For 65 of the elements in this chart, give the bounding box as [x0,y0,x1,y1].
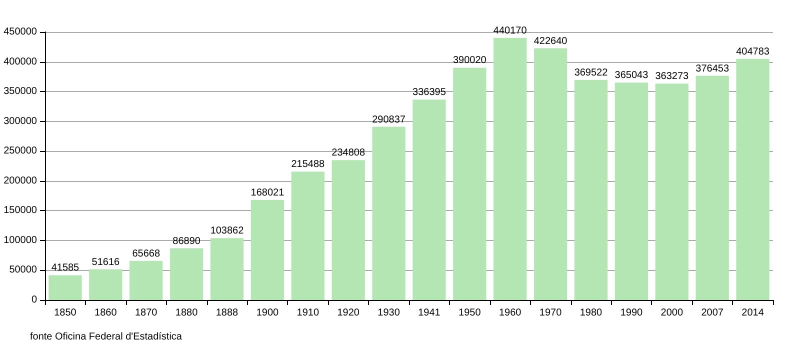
x-tick-label: 2000 [660,308,684,318]
data-label: 376453 [696,63,730,74]
data-label: 86890 [172,236,201,247]
data-label: 65668 [132,248,160,260]
y-tick-label: 350000 [4,86,38,98]
x-tick-label: 1980 [580,308,603,318]
bar [291,172,324,300]
y-tick-label: 300000 [4,116,38,127]
data-label: 365043 [614,70,649,82]
x-tick-label: 1870 [134,308,158,318]
data-label: 336395 [412,87,446,98]
data-label: 41585 [51,262,80,274]
bar [332,160,365,300]
x-tick-label: 1910 [296,308,320,318]
data-label: 215488 [291,159,326,170]
x-tick-label: 1888 [216,308,239,318]
y-tick-label: 250000 [4,146,38,157]
y-tick-label: 400000 [4,56,38,68]
x-tick-label: 1880 [175,308,198,318]
bar [372,126,406,300]
source-note: fonte Oficina Federal d'Estadística [30,332,182,342]
x-tick-label: 1930 [378,308,400,318]
bar [89,269,122,300]
y-tick-label: 450000 [4,26,38,38]
data-label: 168021 [250,187,285,198]
y-tick-label: 100000 [4,234,38,246]
bar [210,238,244,300]
bar [736,58,770,300]
y-tick-label: 200000 [4,175,38,186]
x-tick-label: 1860 [94,308,118,318]
bar [614,82,648,300]
data-label: 290837 [372,114,406,126]
bar [250,200,284,300]
x-tick-label: 1950 [458,308,482,318]
data-label: 404783 [736,46,770,58]
bar [696,76,729,300]
x-tick-label: 2007 [701,308,724,318]
data-label: 390020 [452,55,487,66]
y-tick-label: 150000 [4,205,38,216]
data-label: 363273 [655,71,690,82]
data-label: 369522 [574,67,608,78]
y-tick-label: 0 [31,294,38,306]
x-tick-label: 2014 [742,308,764,318]
bar [494,38,527,300]
x-tick-label: 1941 [418,308,441,318]
x-tick-label: 1920 [337,308,360,318]
bar [534,48,568,300]
y-tick-label: 50000 [9,264,38,276]
data-label: 440170 [493,25,528,36]
x-tick-label: 1990 [620,308,644,318]
bar [48,275,82,300]
bar [130,260,163,300]
data-label: 234808 [332,148,366,159]
bar [412,100,446,300]
x-tick-label: 1970 [539,308,562,318]
data-label: 51616 [92,256,120,268]
x-tick-label: 1900 [256,308,280,318]
bar [574,80,608,300]
x-tick-label: 1960 [498,308,522,318]
x-tick-label: 1850 [54,308,77,318]
bar [453,68,486,300]
bar [170,248,204,300]
data-label: 103862 [210,226,244,237]
data-label: 422640 [534,36,568,47]
bar [655,84,688,300]
